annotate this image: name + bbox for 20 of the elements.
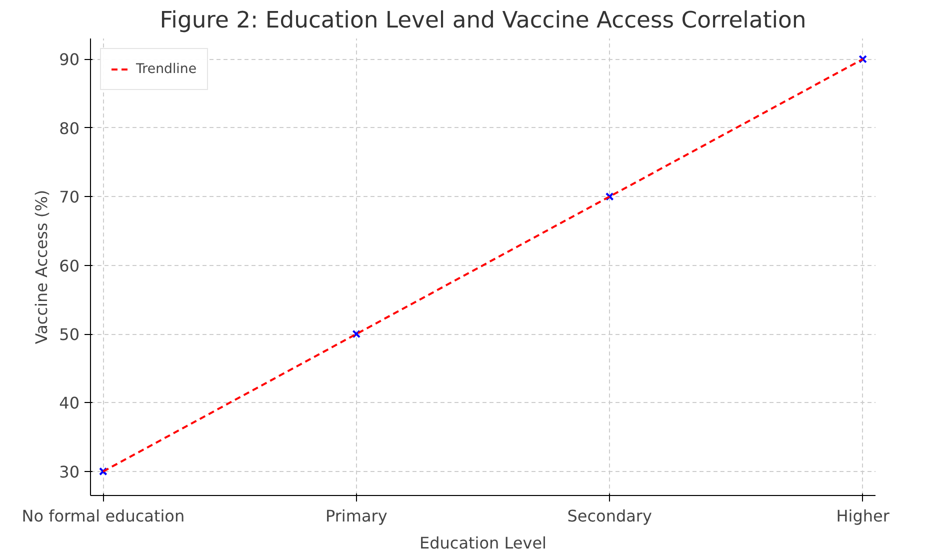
y-tick-label: 40 xyxy=(59,394,80,413)
x-tick-label: Primary xyxy=(325,506,388,526)
y-tick-label: 80 xyxy=(59,118,80,138)
y-tick-label: 60 xyxy=(59,256,80,276)
point xyxy=(98,467,108,476)
y-tick-label: 90 xyxy=(59,50,80,70)
legend-label: Trendline xyxy=(136,62,197,76)
x-tick-label: No formal education xyxy=(22,506,185,526)
y-axis-title: Vaccine Access (%) xyxy=(32,190,52,344)
y-tick-label: 70 xyxy=(59,188,80,207)
x-tick-label: Higher xyxy=(836,506,890,526)
y-tick-label: 50 xyxy=(59,325,80,344)
x-axis-title: Education Level xyxy=(420,534,546,552)
point xyxy=(858,54,868,64)
x-tick-label: Secondary xyxy=(567,506,652,526)
y-tick-label: 30 xyxy=(59,462,80,482)
chart-title: Figure 2: Education Level and Vaccine Access Correlation xyxy=(160,8,806,34)
line-series xyxy=(102,58,864,472)
point xyxy=(605,192,614,201)
point xyxy=(352,330,361,338)
